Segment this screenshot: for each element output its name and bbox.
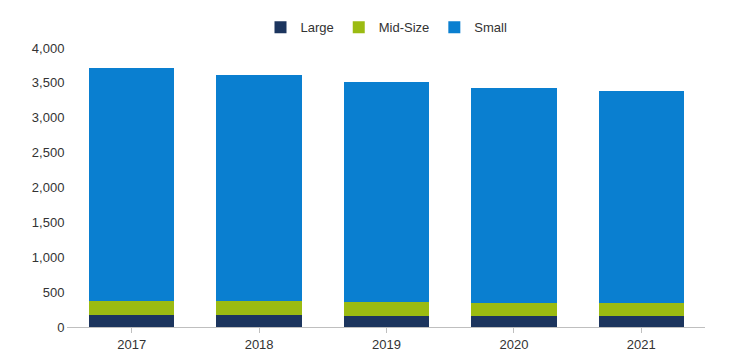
svg-text:2020: 2020 [499, 337, 528, 352]
svg-text:4,000: 4,000 [32, 41, 65, 56]
svg-text:500: 500 [43, 285, 65, 300]
svg-text:2019: 2019 [372, 337, 401, 352]
svg-text:Large: Large [301, 20, 334, 35]
svg-text:2,500: 2,500 [32, 145, 65, 160]
svg-text:3,500: 3,500 [32, 75, 65, 90]
svg-text:2021: 2021 [627, 337, 656, 352]
svg-text:2017: 2017 [117, 337, 146, 352]
svg-text:Mid-Size: Mid-Size [379, 20, 430, 35]
svg-text:2018: 2018 [245, 337, 274, 352]
svg-text:1,500: 1,500 [32, 215, 65, 230]
svg-text:0: 0 [57, 320, 64, 335]
svg-text:3,000: 3,000 [32, 110, 65, 125]
svg-text:2,000: 2,000 [32, 180, 65, 195]
svg-text:1,000: 1,000 [32, 250, 65, 265]
svg-text:Small: Small [474, 20, 507, 35]
